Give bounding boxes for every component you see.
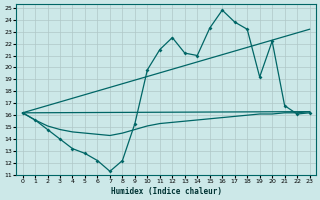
X-axis label: Humidex (Indice chaleur): Humidex (Indice chaleur)	[111, 187, 221, 196]
